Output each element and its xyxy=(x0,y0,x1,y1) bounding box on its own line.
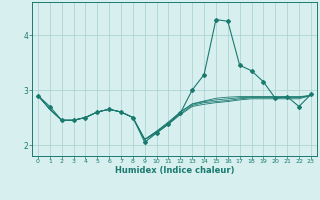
X-axis label: Humidex (Indice chaleur): Humidex (Indice chaleur) xyxy=(115,166,234,175)
